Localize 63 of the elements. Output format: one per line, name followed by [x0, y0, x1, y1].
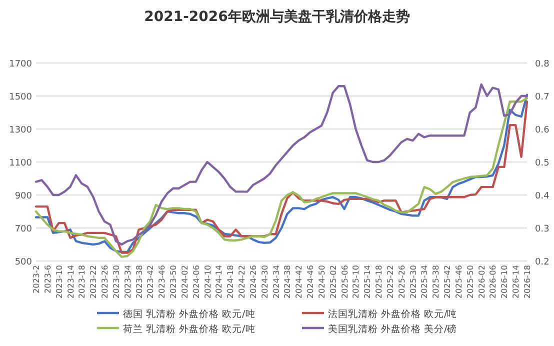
x-tick-label: 2023-30	[112, 265, 121, 298]
x-tick-label: 2024-02	[180, 265, 190, 298]
legend-label: 法国乳清粉 外盘价格 欧元/吨	[328, 308, 458, 320]
x-tick-label: 2023-50	[169, 265, 178, 298]
x-tick-label: 2023-26	[100, 265, 110, 298]
x-tick-label: 2025-06	[340, 265, 350, 298]
x-tick-label: 2025-46	[454, 265, 464, 298]
y-tick-label: 1300	[9, 126, 32, 136]
legend-label: 美国乳清粉 外盘价格 美分/磅	[328, 323, 458, 335]
legend-label: 德国 乳清粉 外盘价格 欧元/吨	[123, 308, 256, 320]
x-tick-label: 2023-2	[32, 265, 41, 294]
x-tick-label: 2023-38	[134, 265, 144, 298]
x-tick-label: 2023-42	[146, 265, 156, 298]
x-tick-label: 2026-14	[512, 265, 521, 298]
x-tick-label: 2024-26	[248, 265, 258, 298]
x-tick-label: 2024-42	[294, 265, 304, 298]
x-tick-label: 2026-10	[500, 265, 510, 298]
x-tick-label: 2025-02	[328, 265, 338, 298]
x-tick-label: 2026-06	[488, 265, 498, 298]
x-tick-label: 2024-46	[306, 265, 316, 298]
x-tick-label: 2025-38	[432, 265, 441, 298]
x-tick-label: 2026-02	[477, 265, 486, 298]
x-tick-label: 2024-06	[192, 265, 201, 298]
x-tick-label: 2023-6	[43, 265, 52, 294]
x-tick-label: 2023-22	[89, 265, 98, 298]
x-tick-label: 2025-50	[466, 265, 475, 298]
x-tick-label: 2025-30	[408, 265, 418, 298]
x-tick-label: 2023-14	[66, 265, 76, 298]
x-tick-label: 2023-10	[54, 265, 64, 298]
y2-tick-label: 0.5	[535, 158, 550, 168]
x-tick-label: 2024-18	[226, 265, 236, 298]
x-tick-label: 2025-34	[420, 265, 430, 298]
x-tick-label: 2025-26	[397, 265, 406, 298]
y2-tick-label: 0.8	[535, 60, 550, 70]
x-tick-label: 2024-38	[283, 265, 292, 298]
y2-tick-label: 0.2	[535, 258, 550, 268]
x-tick-label: 2026-18	[523, 265, 532, 298]
y-tick-label: 1700	[9, 60, 32, 70]
x-tick-label: 2025-18	[374, 265, 384, 298]
y-tick-label: 900	[14, 192, 32, 202]
y2-tick-label: 0.3	[535, 224, 550, 234]
legend-label: 荷兰 乳清粉 外盘价格 欧元/吨	[123, 323, 256, 335]
x-tick-label: 2025-14	[363, 265, 372, 298]
x-tick-label: 2024-22	[238, 265, 247, 298]
x-tick-label: 2024-34	[272, 265, 281, 298]
y-tick-label: 1500	[9, 92, 32, 102]
x-tick-label: 2024-10	[203, 265, 212, 298]
y-tick-label: 700	[14, 224, 32, 234]
y2-tick-label: 0.7	[535, 92, 550, 102]
x-tick-label: 2025-10	[352, 265, 361, 298]
x-tick-label: 2023-18	[78, 265, 87, 298]
y2-tick-label: 0.6	[535, 126, 550, 136]
x-tick-label: 2024-30	[260, 265, 270, 298]
x-tick-label: 2025-42	[443, 265, 452, 298]
x-tick-label: 2024-50	[317, 265, 326, 298]
x-tick-label: 2024-14	[214, 265, 224, 298]
x-tick-label: 2023-34	[123, 265, 132, 298]
chart-title: 2021-2026年欧洲与美盘干乳清价格走势	[144, 8, 410, 25]
x-tick-label: 2023-46	[158, 265, 167, 298]
y-tick-label: 1100	[9, 158, 32, 168]
y2-tick-label: 0.4	[535, 192, 550, 202]
x-tick-label: 2025-22	[386, 265, 395, 298]
y-tick-label: 500	[14, 258, 32, 268]
